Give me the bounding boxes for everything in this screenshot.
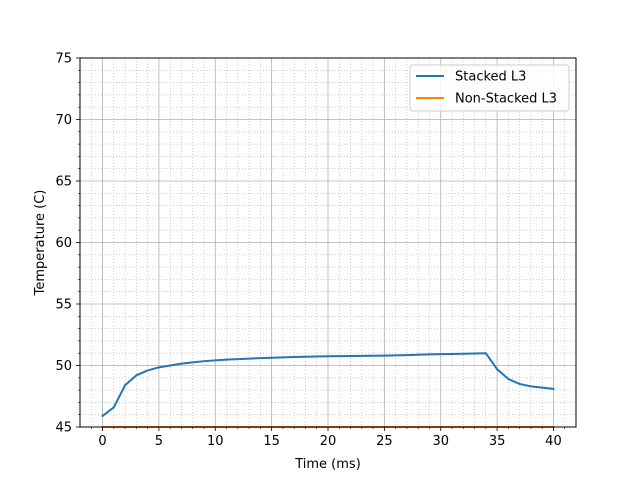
y-tick-label: 45: [55, 421, 72, 436]
y-tick-label: 65: [55, 175, 72, 190]
major-grid: [80, 58, 576, 427]
plot-area: [79, 57, 577, 428]
x-tick-label: 5: [155, 434, 163, 449]
legend-label-stacked-l3: Stacked L3: [455, 70, 526, 85]
y-tick-label: 75: [55, 52, 72, 67]
x-tick-label: 10: [207, 434, 224, 449]
y-tick-label: 50: [55, 359, 72, 374]
x-tick-label: 0: [98, 434, 106, 449]
y-axis-label: Temperature (C): [33, 190, 48, 297]
x-tick-label: 20: [320, 434, 337, 449]
x-tick-label: 35: [489, 434, 506, 449]
x-tick-label: 25: [376, 434, 393, 449]
x-axis-label: Time (ms): [294, 457, 361, 472]
y-tick-label: 60: [55, 236, 72, 251]
legend-label-non-stacked-l3: Non-Stacked L3: [455, 92, 557, 107]
x-tick-label: 40: [545, 434, 562, 449]
y-tick-label: 55: [55, 298, 72, 313]
x-tick-label: 15: [263, 434, 280, 449]
series-line-stacked-l3: [101, 352, 555, 418]
x-tick-label: 30: [432, 434, 449, 449]
legend-box: [409, 64, 570, 112]
x-axis-ticks: 0 5 10 15 20 25 30 35 40: [90, 427, 566, 449]
y-tick-label: 70: [55, 113, 72, 128]
legend: Stacked L3 Non-Stacked L3: [409, 64, 570, 112]
y-axis-ticks: 45 50 55 60 65 70 75: [55, 52, 80, 436]
